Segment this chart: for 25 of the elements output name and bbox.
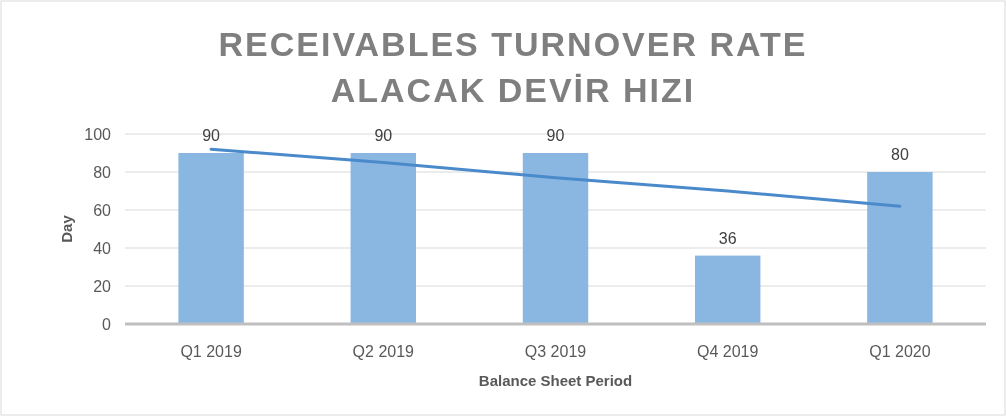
bar — [178, 153, 244, 324]
chart-title: RECEIVABLES TURNOVER RATE — [218, 25, 808, 63]
bar — [867, 172, 933, 324]
x-axis-title: Balance Sheet Period — [478, 372, 633, 389]
data-label: 90 — [374, 127, 393, 144]
bar — [522, 153, 589, 324]
y-tick-label: 60 — [93, 202, 112, 219]
x-tick-label: Q2 2019 — [352, 343, 415, 360]
bar — [694, 255, 761, 324]
x-tick-label: Q1 2020 — [869, 343, 931, 360]
y-tick-label: 0 — [102, 316, 112, 333]
data-label: 90 — [202, 127, 221, 144]
y-tick-label: 40 — [93, 240, 112, 257]
data-label: 36 — [718, 229, 737, 247]
y-axis-title: Day — [58, 214, 75, 243]
y-tick-label: 20 — [93, 278, 112, 295]
data-label: 80 — [891, 146, 909, 163]
x-tick-label: Q3 2019 — [524, 343, 587, 360]
y-tick-label: 80 — [93, 164, 112, 181]
bar — [350, 153, 417, 324]
data-label: 90 — [546, 127, 565, 144]
y-tick-label: 100 — [84, 126, 112, 143]
x-tick-label: Q1 2019 — [180, 343, 242, 360]
chart-subtitle: ALACAK DEVİR HIZI — [330, 71, 696, 109]
x-tick-label: Q4 2019 — [697, 343, 759, 360]
